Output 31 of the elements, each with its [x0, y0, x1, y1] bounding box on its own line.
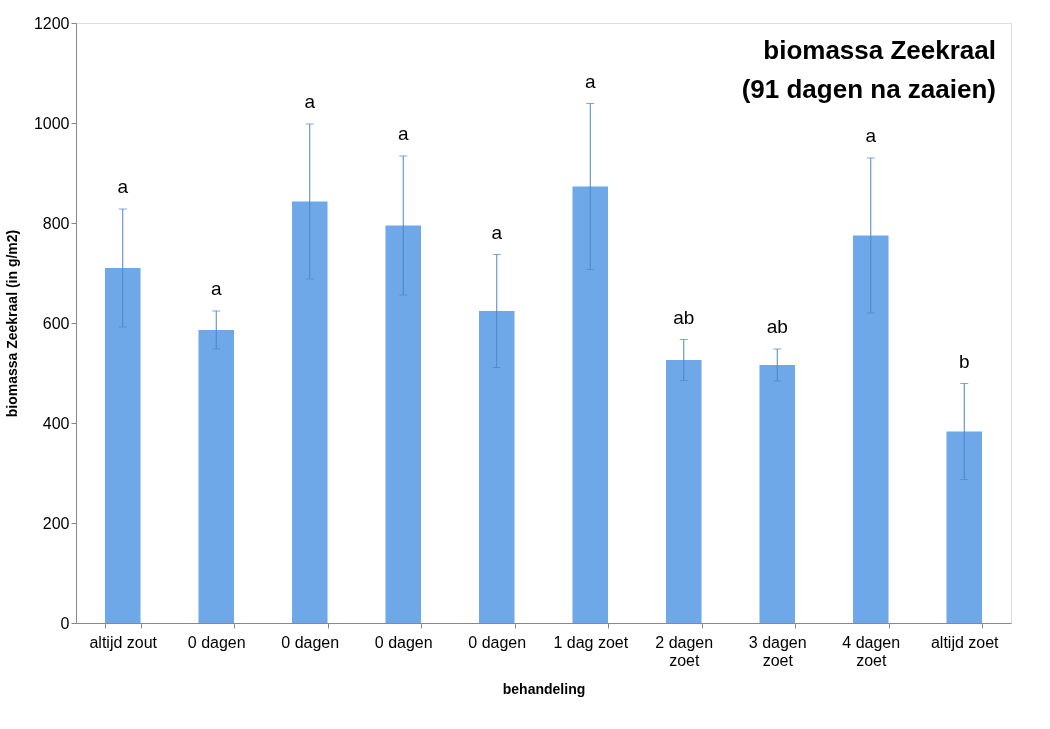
x-axis-title: behandeling — [502, 680, 586, 697]
y-tick-label: 1000 — [33, 114, 70, 132]
annotation: a — [210, 278, 222, 299]
x-tick-label: 3 dagen zoet — [748, 633, 807, 669]
text: biomassa Zeekraal — [763, 35, 996, 65]
y-tick-label: 400 — [42, 414, 70, 432]
y-tick-label: 200 — [42, 514, 70, 532]
x-tick-label: altijd zout — [89, 633, 158, 651]
x-tick-label: 0 dagen — [468, 633, 527, 651]
annotation: a — [117, 176, 129, 197]
x-tick-label: 2 dagen zoet — [655, 633, 714, 669]
annotation: a — [304, 91, 316, 112]
annotation: ab — [673, 306, 695, 328]
y-tick-label: 1200 — [33, 14, 70, 32]
x-tick-label: 0 dagen — [281, 633, 340, 651]
y-tick-label: 800 — [42, 214, 70, 232]
text: (91 dagen na zaaien) — [741, 74, 996, 104]
y-tick-label: 0 — [60, 614, 70, 632]
x-tick-label: altijd zoet — [930, 633, 1000, 651]
x-tick-label: 4 dagen zoet — [842, 633, 901, 669]
annotation: a — [865, 125, 877, 146]
annotation: a — [397, 123, 409, 144]
annotation: b — [958, 350, 970, 372]
y-tick-label: 600 — [42, 314, 70, 332]
x-tick-label: 1 dag zoet — [553, 633, 629, 651]
annotation: a — [584, 70, 596, 92]
annotation: a — [491, 221, 503, 243]
x-tick-label: 0 dagen — [187, 633, 246, 651]
y-axis-title: biomassa Zeekraal (in g/m2) — [3, 229, 20, 418]
annotation: ab — [766, 316, 788, 337]
x-tick-label: 0 dagen — [374, 633, 433, 651]
